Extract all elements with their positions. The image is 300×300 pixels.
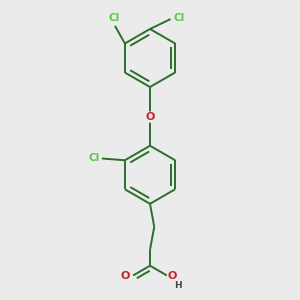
Text: O: O [168,271,177,281]
Text: H: H [174,281,182,290]
Text: Cl: Cl [109,13,120,23]
Text: O: O [120,271,130,281]
Text: Cl: Cl [173,13,184,23]
Text: Cl: Cl [89,154,100,164]
Text: O: O [145,112,155,122]
